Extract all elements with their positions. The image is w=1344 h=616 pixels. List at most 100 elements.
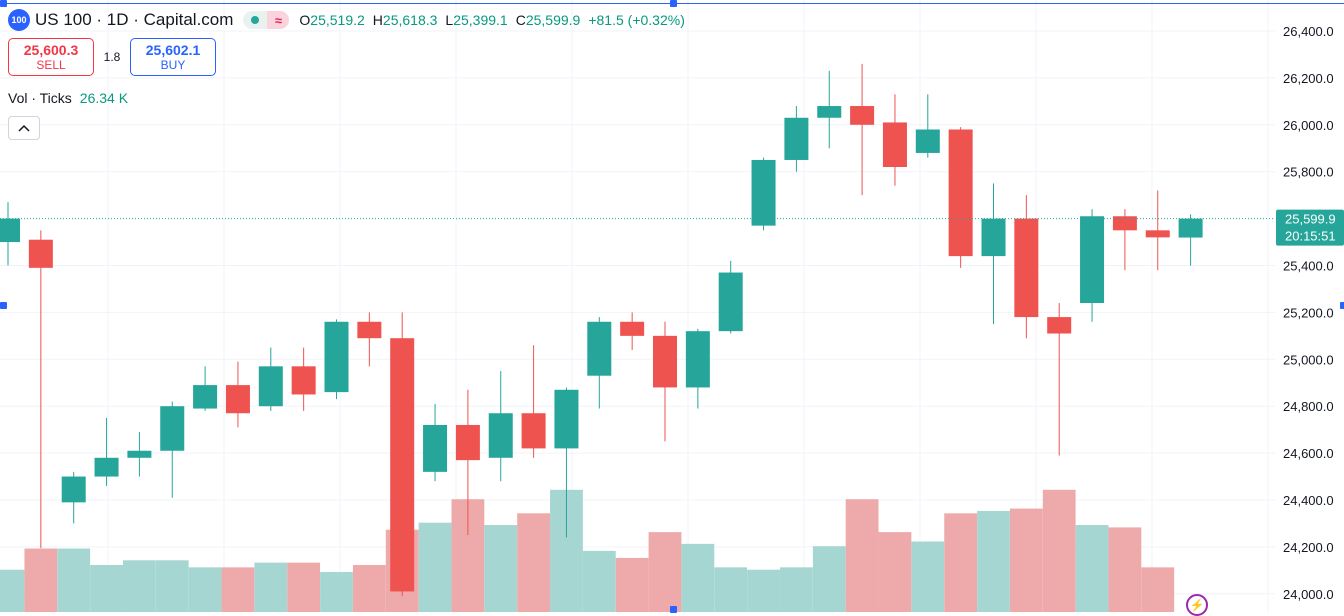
candle-body xyxy=(423,424,448,472)
candle xyxy=(882,94,907,186)
sell-button[interactable]: 25,600.3 SELL xyxy=(8,38,94,76)
candle xyxy=(1014,195,1039,339)
candle-body xyxy=(587,321,612,376)
volume-bar xyxy=(1075,525,1109,612)
ohlc-low: L25,399.1 xyxy=(445,12,508,28)
candle xyxy=(521,345,546,458)
candle-body xyxy=(850,106,875,125)
candle xyxy=(981,183,1006,325)
candle xyxy=(127,431,152,477)
volume-bar xyxy=(648,532,682,612)
candle-body xyxy=(193,385,218,409)
nasdaq-100-logo[interactable]: 100 xyxy=(8,9,30,31)
left-mid-handle[interactable] xyxy=(0,302,7,309)
candle xyxy=(850,63,875,196)
price-tick-label: 25,200.0 xyxy=(1283,305,1334,320)
last-price-badge xyxy=(1276,209,1344,246)
price-tick-label: 25,800.0 xyxy=(1283,165,1334,180)
ohlc-close: C25,599.9 xyxy=(515,12,581,28)
symbol-legend: 100 US 100 · 1D · Capital.com ≈ O25,519.… xyxy=(8,9,685,31)
volume-bar xyxy=(517,513,550,612)
symbol-title[interactable]: US 100 · 1D · Capital.com xyxy=(35,10,234,29)
volume-value: 26.34 K xyxy=(79,90,129,106)
candle xyxy=(28,230,53,549)
candle-body xyxy=(915,129,940,153)
volume-bar xyxy=(681,543,715,612)
volume-bar xyxy=(714,567,748,612)
buy-button[interactable]: 25,602.1 BUY xyxy=(130,38,216,76)
candle xyxy=(423,403,448,482)
candle xyxy=(357,312,382,367)
candle-body xyxy=(0,218,20,243)
volume-bar xyxy=(418,522,452,612)
candle-body xyxy=(620,321,645,336)
right-mid-handle[interactable] xyxy=(1340,302,1344,309)
candlesticks xyxy=(0,63,1203,597)
candle-body xyxy=(1145,230,1170,238)
price-tick-label: 26,000.0 xyxy=(1283,118,1334,133)
candle-body xyxy=(390,338,415,592)
volume-bar xyxy=(812,546,846,612)
price-tick-label: 24,600.0 xyxy=(1283,446,1334,461)
volume-bar xyxy=(1009,508,1043,612)
volume-bar xyxy=(254,562,288,612)
candle xyxy=(587,317,612,409)
candle-body xyxy=(521,413,546,449)
candle xyxy=(1145,190,1170,271)
candle-body xyxy=(1112,216,1137,231)
volume-bar xyxy=(582,550,616,612)
candle xyxy=(193,366,218,411)
candle xyxy=(225,361,250,428)
candle-body xyxy=(357,321,382,339)
candle-body xyxy=(1080,216,1105,304)
lightning-icon[interactable]: ⚡ xyxy=(1186,594,1208,616)
candle xyxy=(61,471,86,524)
candle xyxy=(751,157,776,231)
price-tick-label: 24,800.0 xyxy=(1283,399,1334,414)
volume-bar xyxy=(1042,489,1076,612)
top-left-handle[interactable] xyxy=(0,0,7,7)
top-center-handle[interactable] xyxy=(670,0,677,7)
volume-bar xyxy=(977,510,1010,612)
bar-countdown-label: 20:15:51 xyxy=(1285,229,1336,244)
volume-bar xyxy=(780,567,813,612)
price-tick-label: 24,200.0 xyxy=(1283,540,1334,555)
candle xyxy=(1047,303,1072,456)
volume-bar xyxy=(90,565,123,612)
volume-legend[interactable]: Vol · Ticks 26.34 K xyxy=(8,90,128,106)
candle xyxy=(455,389,480,536)
candle-body xyxy=(28,239,53,268)
candle-body xyxy=(751,159,776,226)
volume-bar xyxy=(1141,567,1175,612)
ohlc-open: O25,519.2 xyxy=(299,12,365,28)
candle xyxy=(653,321,677,442)
candle xyxy=(817,70,842,149)
candle xyxy=(915,94,940,158)
candle-body xyxy=(160,406,185,451)
volume-label: Vol · Ticks xyxy=(8,90,72,106)
candle-body xyxy=(61,476,86,503)
candle xyxy=(390,312,415,597)
candle xyxy=(1080,209,1105,322)
price-tick-label: 26,200.0 xyxy=(1283,71,1334,86)
collapse-legend-button[interactable] xyxy=(8,116,40,140)
candle-body xyxy=(685,331,710,388)
candle xyxy=(291,347,316,411)
price-axis-bg xyxy=(1275,0,1344,612)
candle-body xyxy=(882,122,907,168)
candle-body xyxy=(817,106,842,118)
volume-bars xyxy=(0,489,1175,612)
candle xyxy=(94,417,119,486)
sell-label: SELL xyxy=(36,58,66,72)
candle-body xyxy=(981,218,1006,257)
candle-body xyxy=(324,321,349,393)
volume-bar xyxy=(911,541,945,612)
candle-body xyxy=(225,385,250,414)
candle-body xyxy=(554,389,579,449)
market-status-pill[interactable]: ≈ xyxy=(243,11,290,29)
bottom-center-handle[interactable] xyxy=(670,606,677,613)
spread-value: 1.8 xyxy=(103,50,121,64)
price-tick-label: 24,000.0 xyxy=(1283,587,1334,602)
candle xyxy=(685,328,710,409)
